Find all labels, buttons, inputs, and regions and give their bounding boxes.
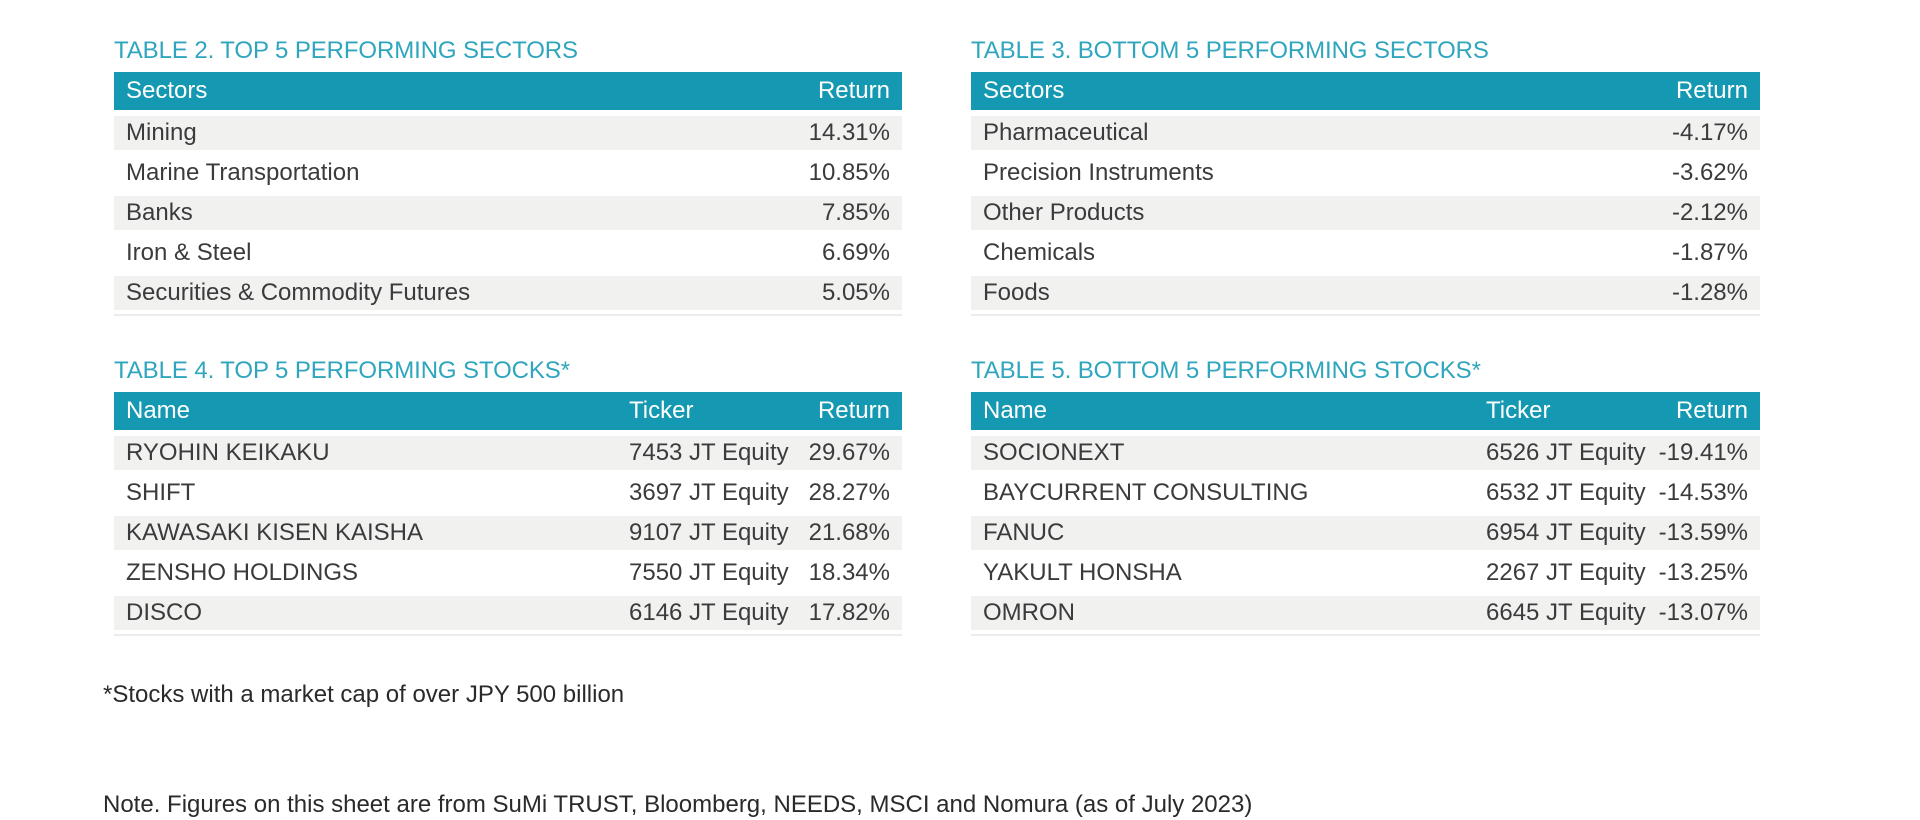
return-cell: 18.34% <box>808 559 890 586</box>
return-cell: 28.27% <box>808 479 890 506</box>
column-header-name: Name <box>983 397 1048 424</box>
table-row: Pharmaceutical -4.17% <box>971 110 1760 150</box>
sector-cell: Precision Instruments <box>983 159 1214 186</box>
table-row: Foods -1.28% <box>971 270 1760 310</box>
table-title: TABLE 4. TOP 5 PERFORMING STOCKS* <box>114 357 570 384</box>
name-cell: SHIFT <box>126 479 196 506</box>
table-row: Precision Instruments -3.62% <box>971 150 1760 190</box>
return-cell: 6.69% <box>821 239 890 266</box>
table-row: ZENSHO HOLDINGS 7550 JT Equity 18.34% <box>114 550 902 590</box>
ticker-cell: 6526 JT Equity <box>1486 439 1646 466</box>
table-bottom-edge <box>971 634 1760 636</box>
ticker-cell: 3697 JT Equity <box>629 479 789 506</box>
table-row: SOCIONEXT 6526 JT Equity -19.41% <box>971 430 1760 470</box>
return-cell: 29.67% <box>808 439 890 466</box>
sector-cell: Securities & Commodity Futures <box>126 279 471 306</box>
column-header-sectors: Sectors <box>126 77 208 104</box>
table-row: RYOHIN KEIKAKU 7453 JT Equity 29.67% <box>114 430 902 470</box>
column-header-return: Return <box>1675 77 1748 104</box>
name-cell: YAKULT HONSHA <box>983 559 1182 586</box>
table-bottom-edge <box>114 314 902 316</box>
return-cell: 17.82% <box>808 599 890 626</box>
source-note: Note. Figures on this sheet are from SuM… <box>103 791 1253 818</box>
table-row: YAKULT HONSHA 2267 JT Equity -13.25% <box>971 550 1760 590</box>
ticker-cell: 7453 JT Equity <box>629 439 789 466</box>
table-header-row: Name Ticker Return <box>971 392 1760 430</box>
table-header-row: Sectors Return <box>971 72 1760 110</box>
table-row: KAWASAKI KISEN KAISHA 9107 JT Equity 21.… <box>114 510 902 550</box>
ticker-cell: 2267 JT Equity <box>1486 559 1646 586</box>
return-cell: 10.85% <box>808 159 890 186</box>
return-cell: -1.87% <box>1671 239 1748 266</box>
return-cell: -1.28% <box>1671 279 1748 306</box>
sector-cell: Iron & Steel <box>126 239 252 266</box>
ticker-cell: 6146 JT Equity <box>629 599 789 626</box>
name-cell: KAWASAKI KISEN KAISHA <box>126 519 423 546</box>
market-cap-footnote: *Stocks with a market cap of over JPY 50… <box>103 681 625 708</box>
ticker-cell: 6532 JT Equity <box>1486 479 1646 506</box>
return-cell: -13.59% <box>1658 519 1748 546</box>
return-cell: -3.62% <box>1671 159 1748 186</box>
table-top5-sectors: TABLE 2. TOP 5 PERFORMING SECTORS Sector… <box>114 38 902 316</box>
name-cell: RYOHIN KEIKAKU <box>126 439 330 466</box>
column-header-return: Return <box>817 397 890 424</box>
name-cell: DISCO <box>126 599 203 626</box>
return-cell: 21.68% <box>808 519 890 546</box>
ticker-cell: 7550 JT Equity <box>629 559 789 586</box>
sector-cell: Mining <box>126 119 197 146</box>
return-cell: -2.12% <box>1671 199 1748 226</box>
sector-cell: Chemicals <box>983 239 1096 266</box>
table-row: Iron & Steel 6.69% <box>114 230 902 270</box>
name-cell: SOCIONEXT <box>983 439 1125 466</box>
return-cell: -4.17% <box>1671 119 1748 146</box>
table-bottom5-sectors: TABLE 3. BOTTOM 5 PERFORMING SECTORS Sec… <box>971 38 1760 316</box>
table-bottom5-stocks: TABLE 5. BOTTOM 5 PERFORMING STOCKS* Nam… <box>971 358 1760 636</box>
ticker-cell: 9107 JT Equity <box>629 519 789 546</box>
table-title: TABLE 3. BOTTOM 5 PERFORMING SECTORS <box>971 37 1489 64</box>
return-cell: -13.25% <box>1658 559 1748 586</box>
table-row: Marine Transportation 10.85% <box>114 150 902 190</box>
table-row: FANUC 6954 JT Equity -13.59% <box>971 510 1760 550</box>
table-row: SHIFT 3697 JT Equity 28.27% <box>114 470 902 510</box>
column-header-return: Return <box>1675 397 1748 424</box>
name-cell: BAYCURRENT CONSULTING <box>983 479 1309 506</box>
return-cell: 14.31% <box>808 119 890 146</box>
table-bottom-edge <box>971 314 1760 316</box>
name-cell: OMRON <box>983 599 1075 626</box>
table-title: TABLE 5. BOTTOM 5 PERFORMING STOCKS* <box>971 357 1481 384</box>
table-row: Securities & Commodity Futures 5.05% <box>114 270 902 310</box>
name-cell: FANUC <box>983 519 1065 546</box>
return-cell: 5.05% <box>821 279 890 306</box>
ticker-cell: 6645 JT Equity <box>1486 599 1646 626</box>
table-row: Other Products -2.12% <box>971 190 1760 230</box>
ticker-cell: 6954 JT Equity <box>1486 519 1646 546</box>
sector-cell: Banks <box>126 199 193 226</box>
table-row: Chemicals -1.87% <box>971 230 1760 270</box>
sector-cell: Pharmaceutical <box>983 119 1149 146</box>
table-top5-stocks: TABLE 4. TOP 5 PERFORMING STOCKS* Name T… <box>114 358 902 636</box>
return-cell: -13.07% <box>1658 599 1748 626</box>
table-row: Mining 14.31% <box>114 110 902 150</box>
column-header-name: Name <box>126 397 191 424</box>
table-title: TABLE 2. TOP 5 PERFORMING SECTORS <box>114 37 578 64</box>
name-cell: ZENSHO HOLDINGS <box>126 559 359 586</box>
table-row: OMRON 6645 JT Equity -13.07% <box>971 590 1760 630</box>
table-row: DISCO 6146 JT Equity 17.82% <box>114 590 902 630</box>
table-bottom-edge <box>114 634 902 636</box>
table-row: BAYCURRENT CONSULTING 6532 JT Equity -14… <box>971 470 1760 510</box>
column-header-ticker: Ticker <box>629 397 694 424</box>
table-row: Banks 7.85% <box>114 190 902 230</box>
column-header-return: Return <box>817 77 890 104</box>
return-cell: 7.85% <box>821 199 890 226</box>
sector-cell: Foods <box>983 279 1050 306</box>
sector-cell: Other Products <box>983 199 1145 226</box>
table-header-row: Sectors Return <box>114 72 902 110</box>
return-cell: -14.53% <box>1658 479 1748 506</box>
table-header-row: Name Ticker Return <box>114 392 902 430</box>
sector-cell: Marine Transportation <box>126 159 360 186</box>
column-header-ticker: Ticker <box>1486 397 1551 424</box>
return-cell: -19.41% <box>1658 439 1748 466</box>
column-header-sectors: Sectors <box>983 77 1065 104</box>
